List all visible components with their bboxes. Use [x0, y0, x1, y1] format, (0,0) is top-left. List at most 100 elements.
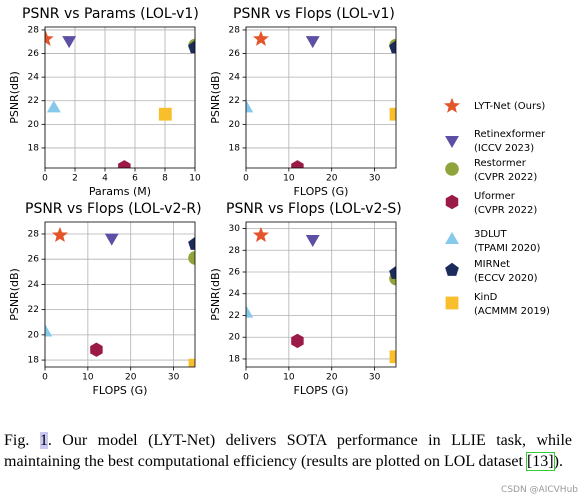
plot-frame — [44, 26, 196, 169]
points — [45, 30, 195, 168]
y-tick-label: 28 — [28, 229, 40, 239]
caption: Fig. 1. Our model (LYT-Net) delivers SOT… — [4, 430, 572, 472]
points — [246, 226, 396, 364]
y-axis-label: PSNR(dB) — [209, 71, 222, 124]
y-tick-label: 24 — [28, 280, 40, 290]
legend-marker — [445, 194, 459, 210]
legend-marker — [445, 296, 459, 310]
point — [62, 36, 77, 49]
legend-label: MIRNet — [474, 259, 510, 270]
x-axis-label: FLOPS (G) — [93, 384, 148, 397]
y-tick-label: 22 — [28, 305, 39, 315]
x-axis-label: FLOPS (G) — [294, 384, 349, 397]
y-tick-label: 28 — [229, 246, 241, 256]
y-tick-label: 26 — [229, 49, 241, 59]
x-tick-label: 30 — [369, 373, 381, 383]
x-axis-label: FLOPS (G) — [294, 185, 349, 198]
point — [246, 305, 254, 318]
points — [246, 30, 396, 168]
y-tick-label: 28 — [28, 25, 40, 35]
y-tick-label: 24 — [229, 73, 241, 83]
y-tick-label: 26 — [229, 268, 241, 278]
legend-venue: (ICCV 2023) — [474, 143, 534, 154]
point — [389, 107, 396, 121]
legend-venue: (TPAMI 2020) — [474, 243, 540, 254]
x-tick-label: 10 — [189, 174, 201, 184]
x-tick-label: 30 — [168, 373, 180, 383]
y-tick-label: 22 — [229, 96, 240, 106]
y-tick-label: 20 — [28, 120, 40, 130]
point — [291, 333, 304, 349]
y-tick-label: 18 — [28, 356, 40, 366]
plot-frame — [245, 221, 397, 368]
point — [389, 265, 396, 279]
y-tick-label: 26 — [28, 49, 40, 59]
point — [389, 40, 396, 54]
caption-ref: [13] — [525, 452, 555, 471]
x-tick-label: 2 — [72, 174, 78, 184]
y-tick-label: 22 — [28, 96, 39, 106]
x-tick-label: 0 — [243, 174, 249, 184]
point — [118, 160, 131, 168]
legend-marker — [445, 262, 459, 276]
point — [291, 160, 304, 168]
legend-venue: (ACMMM 2019) — [474, 306, 550, 317]
legend-label: 3DLUT — [474, 229, 507, 240]
legend-label: KinD — [474, 292, 498, 303]
y-tick-label: 18 — [229, 354, 241, 364]
x-tick-label: 10 — [283, 373, 295, 383]
chart-title: PSNR vs Flops (LOL-v1) — [233, 6, 395, 22]
legend-venue: (CVPR 2022) — [474, 205, 537, 216]
point — [158, 107, 172, 121]
x-axis-label: Params (M) — [89, 185, 151, 198]
chart-title: PSNR vs Flops (LOL-v2-S) — [226, 201, 402, 217]
plot-frame — [44, 221, 196, 368]
y-tick-label: 28 — [229, 25, 241, 35]
x-tick-label: 20 — [125, 373, 137, 383]
legend-label: Uformer — [474, 191, 516, 202]
y-tick-label: 20 — [229, 333, 241, 343]
point — [389, 350, 396, 364]
point — [46, 100, 61, 113]
y-axis-label: PSNR(dB) — [8, 268, 21, 321]
legend-marker — [445, 232, 459, 244]
point — [188, 251, 195, 265]
legend-marker — [444, 97, 460, 113]
y-tick-label: 24 — [28, 73, 40, 83]
x-tick-label: 4 — [102, 174, 108, 184]
point — [252, 30, 269, 46]
y-tick-label: 18 — [229, 143, 241, 153]
x-tick-label: 30 — [369, 174, 381, 184]
chart-title: PSNR vs Flops (LOL-v2-R) — [25, 201, 202, 217]
point — [252, 226, 269, 243]
y-tick-label: 30 — [229, 224, 241, 234]
y-tick-label: 20 — [229, 120, 241, 130]
legend-marker — [445, 162, 459, 176]
points — [45, 226, 195, 367]
caption-text: . Our model (LYT-Net) delivers SOTA perf… — [4, 432, 572, 470]
watermark: CSDN @AICVHub — [501, 485, 578, 495]
point — [305, 36, 320, 49]
y-tick-label: 24 — [229, 289, 241, 299]
x-tick-label: 0 — [243, 373, 249, 383]
caption-end: ). — [553, 453, 563, 470]
legend-label: Retinexformer — [474, 129, 546, 140]
point — [90, 342, 103, 357]
x-tick-label: 6 — [132, 174, 138, 184]
legend-venue: (CVPR 2022) — [474, 172, 537, 183]
y-tick-label: 18 — [28, 143, 40, 153]
point — [45, 324, 53, 337]
caption-label: Fig. — [4, 432, 30, 449]
chart-title: PSNR vs Params (LOL-v1) — [22, 6, 199, 22]
legend-label: Restormer — [474, 158, 527, 169]
point — [305, 234, 320, 247]
point — [188, 40, 195, 54]
point — [188, 358, 195, 367]
y-tick-label: 20 — [28, 330, 40, 340]
x-tick-label: 10 — [283, 174, 295, 184]
x-tick-label: 20 — [326, 373, 338, 383]
caption-number: 1 — [39, 432, 48, 449]
legend-venue: (ECCV 2020) — [474, 273, 538, 284]
point — [45, 30, 54, 46]
x-tick-label: 0 — [42, 174, 48, 184]
